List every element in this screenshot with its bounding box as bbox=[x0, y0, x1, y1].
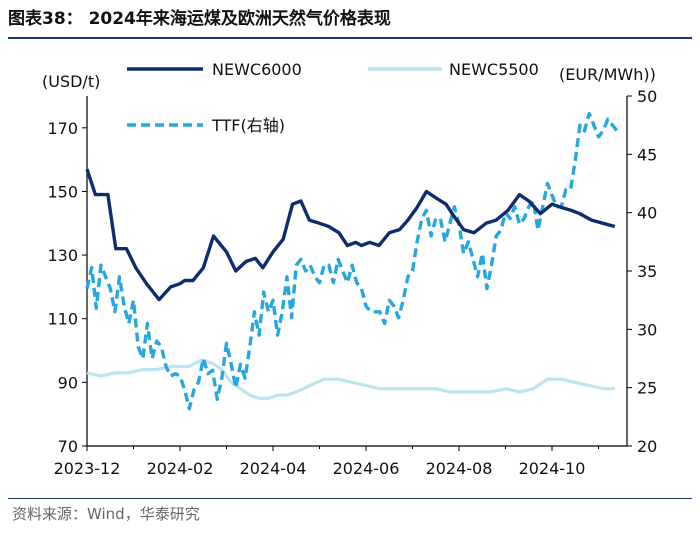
right-tick-label: 30 bbox=[637, 320, 657, 339]
figure-title: 图表38： 2024年来海运煤及欧洲天然气价格表现 bbox=[8, 9, 391, 29]
right-tick-label: 20 bbox=[637, 437, 657, 456]
x-tick-label: 2024-10 bbox=[519, 459, 586, 478]
right-tick-label: 45 bbox=[637, 145, 657, 164]
legend-label: NEWC5500 bbox=[449, 60, 539, 79]
series-line-newc5500 bbox=[86, 358, 615, 400]
x-tick-label: 2024-02 bbox=[147, 459, 214, 478]
series-line-ttf- bbox=[85, 111, 619, 411]
left-tick-label: 150 bbox=[47, 182, 78, 201]
left-tick-label: 130 bbox=[47, 246, 78, 265]
left-tick-label: 170 bbox=[47, 119, 78, 138]
legend-label: NEWC6000 bbox=[212, 60, 302, 79]
right-axis-unit: (EUR/MWh)) bbox=[559, 65, 656, 84]
source-divider bbox=[8, 498, 692, 499]
axes-group: 70 90 110 130 150 170 20 25 30 35 40 45 50 2023-12 202… bbox=[47, 87, 657, 478]
left-tick-label: 90 bbox=[58, 373, 78, 392]
right-tick-label: 40 bbox=[637, 204, 657, 223]
right-tick-label: 25 bbox=[637, 379, 657, 398]
right-tick-label: 35 bbox=[637, 262, 657, 281]
x-tick-label: 2024-08 bbox=[426, 459, 493, 478]
left-axis-unit: (USD/t) bbox=[42, 72, 100, 91]
series-line-newc6000 bbox=[85, 168, 616, 302]
title-underline bbox=[8, 37, 692, 39]
legend-label: TTF(右轴) bbox=[211, 116, 285, 135]
legend: NEWC6000 NEWC5500 TTF(右轴) bbox=[127, 60, 539, 135]
x-tick-label: 2023-12 bbox=[54, 459, 121, 478]
series-layer bbox=[85, 111, 619, 411]
source-note: 资料来源：Wind，华泰研究 bbox=[12, 505, 200, 523]
x-tick-label: 2024-04 bbox=[240, 459, 307, 478]
left-tick-label: 70 bbox=[58, 437, 78, 456]
left-tick-label: 110 bbox=[47, 310, 78, 329]
right-tick-label: 50 bbox=[637, 87, 657, 106]
x-tick-label: 2024-06 bbox=[333, 459, 400, 478]
